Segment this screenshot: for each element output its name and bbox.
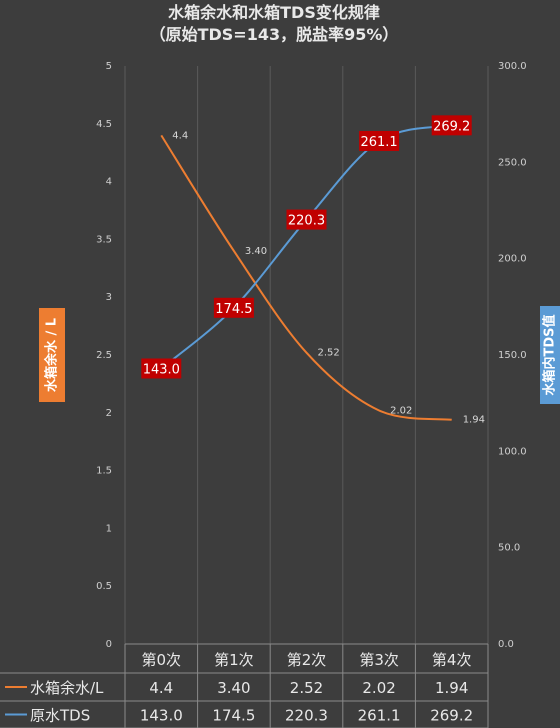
table-value-cell: 143.0 [140,707,183,725]
data-label-tds: 261.1 [360,135,397,150]
table-value-cell: 2.52 [290,679,323,697]
y-left-label: 水箱余水 / L [39,308,65,402]
grid [124,66,489,644]
data-label-tds: 269.2 [433,119,470,134]
y-right-tick-label: 250.0 [498,157,527,168]
y-right-tick-label: 200.0 [498,254,527,265]
table-header-cell: 第4次 [432,651,472,669]
y-right-ticks: 0.0 50.0 100.0 150.0 200.0 250.0 300.0 [498,61,527,650]
table-value-cell: 269.2 [430,707,473,725]
data-label-water: 2.52 [318,348,340,359]
y-left-tick-label: 2.5 [96,350,112,361]
y-left-tick-label: 5 [106,61,112,72]
data-label-water: 1.94 [463,415,485,426]
table-value-cell: 1.94 [435,679,468,697]
y-right-tick-label: 50.0 [498,543,520,554]
y-left-tick-label: 0.5 [96,581,112,592]
data-label-tds-box [431,115,472,136]
series-line-tds [160,124,452,370]
data-label-tds-box [213,297,254,318]
chart-subtitle: （原始TDS=143，脱盐率95%） [150,25,399,44]
y-left-tick-label: 4 [106,177,112,188]
table-header-cell: 第3次 [359,651,399,669]
legend-entry: 水箱余水/L [30,679,104,697]
table-value-cell: 220.3 [285,707,328,725]
y-right-tick-label: 150.0 [498,350,527,361]
y-left-tick-label: 1.5 [96,466,112,477]
y-left-tick-label: 3.5 [96,234,112,245]
y-right-tick-label: 100.0 [498,446,527,457]
y-left-tick-label: 3 [106,292,112,303]
data-label-water: 4.4 [172,130,188,141]
table-value-cell: 4.4 [149,679,173,697]
table-value-cell: 174.5 [212,707,255,725]
data-label-tds: 220.3 [288,214,325,229]
y-left-tick-label: 1 [106,523,112,534]
y-right-label: 水箱内TDS值 [540,306,560,404]
table-header-cell: 第0次 [142,651,182,669]
table-header-cell: 第2次 [287,651,327,669]
data-label-tds-box [359,130,400,151]
series: 4.4 3.40 2.52 2.02 1.94 143.0 174.5 220.3 261.1 2… [141,115,485,426]
data-label-tds-box [286,209,327,230]
y-right-tick-label: 300.0 [498,61,527,72]
data-label-water: 2.02 [390,405,412,416]
series-line-water [160,134,452,421]
table-value-cell: 3.40 [217,679,250,697]
table-value-cell: 2.02 [362,679,395,697]
y-right-tick-label: 0.0 [498,639,514,650]
y-left-label-text: 水箱余水 / L [44,318,60,392]
y-left-tick-label: 4.5 [96,119,112,130]
y-right-label-text: 水箱内TDS值 [542,314,558,395]
y-left-tick-label: 0 [106,639,112,650]
table-value-cell: 261.1 [358,707,401,725]
y-left-tick-label: 2 [106,408,112,419]
y-left-ticks: 0 0.5 1 1.5 2 2.5 3 3.5 4 4.5 5 [96,61,112,650]
data-label-tds-box [141,358,182,379]
data-label-tds: 143.0 [143,362,180,377]
table-header-cell: 第1次 [214,651,254,669]
data-label-tds: 174.5 [215,302,252,317]
chart-title: 水箱余水和水箱TDS变化规律 [168,3,380,22]
data-label-water: 3.40 [245,246,267,257]
legend-entry: 原水TDS [30,707,90,725]
